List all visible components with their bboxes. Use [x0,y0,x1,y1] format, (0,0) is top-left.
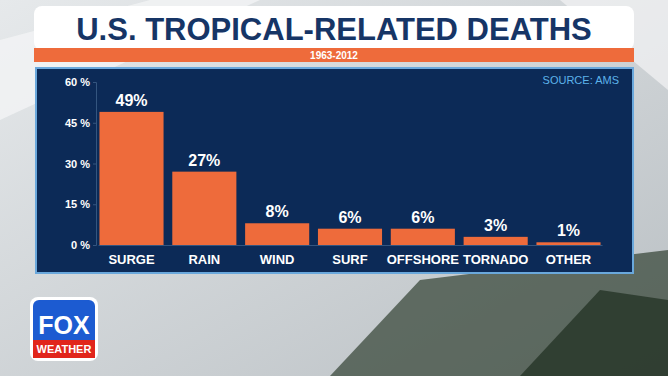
y-axis: 0 % 15 % 30 % 45 % 60 % [65,76,97,251]
x-tick-label: SURGE [108,252,155,267]
bar [464,237,528,245]
canvas: U.S. TROPICAL-RELATED DEATHS 1963-2012 SOU… [0,0,668,376]
x-tick-label: OFFSHORE [387,252,460,267]
y-tick: 15 % [65,198,96,210]
subtitle-strip [34,48,634,62]
data-labels: 49% 27% 8% 6% 6% 3% 1% [115,92,580,239]
title: U.S. TROPICAL-RELATED DEATHS [76,12,592,47]
y-tick-mark [93,245,96,246]
background [0,0,668,376]
subtitle: 1963-2012 [310,50,358,61]
y-tick: 0 % [71,239,96,251]
data-label: 3% [484,217,507,234]
logo-text: FOX [38,311,90,339]
logo-strip [33,340,95,358]
x-tick: OTHER [546,245,592,267]
y-tick-label: 30 % [65,158,90,170]
data-label: 1% [557,222,580,239]
plot-panel [36,68,633,273]
x-tick: OFFSHORE [387,245,460,267]
x-tick-label: OTHER [546,252,592,267]
data-label: 8% [266,203,289,220]
data-label: 49% [115,92,147,109]
x-axis: SURGE RAIN WIND SURF OFFSHORETORNADO OTHER [99,245,603,267]
title-banner [34,6,634,50]
bar [99,112,163,245]
x-tick: RAIN [188,245,220,267]
x-tick-label: RAIN [188,252,220,267]
y-tick-label: 45 % [65,117,90,129]
x-tick: TORNADO [463,245,528,267]
data-label: 27% [188,152,220,169]
x-tick-label: WIND [260,252,295,267]
bar [172,172,236,245]
y-tick-mark [93,123,96,124]
bar [318,229,382,245]
y-tick-mark [93,204,96,205]
y-tick: 30 % [65,158,96,170]
y-tick-mark [93,82,96,83]
source-note: SOURCE: AMS [543,74,619,86]
x-axis-line [99,245,603,246]
logo-text: WEATHER [37,343,92,355]
x-tick: SURGE [108,245,155,267]
y-tick-label: 60 % [65,76,90,88]
x-tick: WIND [260,245,295,267]
bars [99,112,600,245]
y-tick: 60 % [65,76,96,88]
y-tick-mark [93,164,96,165]
x-tick: SURF [332,245,367,267]
logo-box [33,300,95,358]
bar [245,223,309,245]
logo-frame [30,297,98,361]
y-axis-line [93,83,97,246]
y-tick: 45 % [65,117,96,129]
bar [536,242,600,245]
bar [391,229,455,245]
x-tick-label: SURF [332,252,367,267]
y-tick-label: 15 % [65,198,90,210]
background-foliage [520,290,668,376]
data-label: 6% [411,209,434,226]
y-tick-label: 0 % [71,239,90,251]
x-tick-label: TORNADO [463,252,528,267]
data-label: 6% [338,209,361,226]
